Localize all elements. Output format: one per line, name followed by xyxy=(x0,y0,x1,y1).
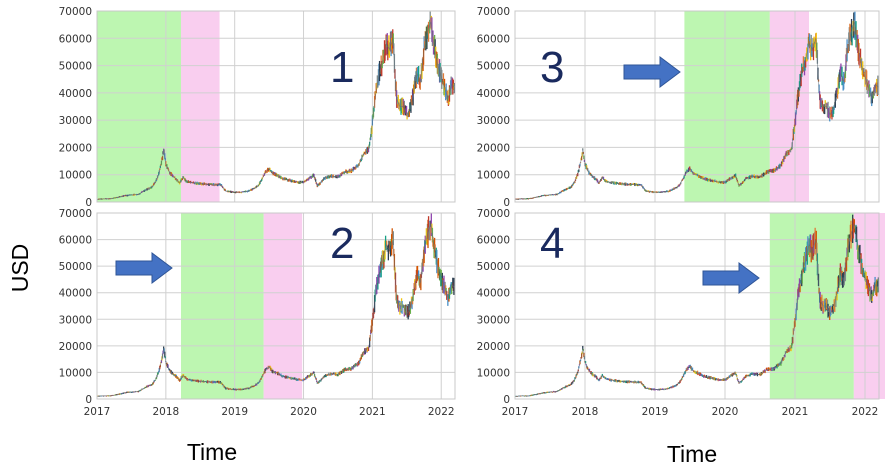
price-line xyxy=(515,223,879,397)
plot-frame xyxy=(96,212,456,400)
panel-number: 2 xyxy=(330,219,354,268)
training-window-band xyxy=(180,213,264,399)
y-tick-label: 0 xyxy=(85,197,92,209)
y-tick-label: 20000 xyxy=(59,142,92,154)
window-shift-arrow xyxy=(702,262,760,294)
y-tick-label: 40000 xyxy=(59,88,92,100)
window-shift-arrow xyxy=(115,252,173,284)
y-tick-label: 70000 xyxy=(477,6,510,18)
y-axis-title: USD xyxy=(7,244,33,293)
price-marks xyxy=(97,213,455,397)
training-window-band xyxy=(97,11,181,202)
x-tick-label: 2018 xyxy=(572,406,599,418)
y-tick-label: 70000 xyxy=(477,208,510,220)
y-tick-label: 50000 xyxy=(477,261,510,273)
x-tick-label: 2017 xyxy=(84,406,111,418)
y-tick-label: 60000 xyxy=(477,33,510,45)
test-window-band xyxy=(180,11,220,202)
plot-frame xyxy=(514,212,880,400)
y-tick-label: 30000 xyxy=(477,314,510,326)
training-window-band xyxy=(684,11,770,202)
y-tick-label: 50000 xyxy=(59,61,92,73)
x-tick-label: 2022 xyxy=(428,406,455,418)
y-tick-label: 10000 xyxy=(477,170,510,182)
test-window-band xyxy=(263,213,303,399)
price-line xyxy=(515,21,879,200)
price-line xyxy=(97,223,455,397)
x-axis-title-right: Time xyxy=(667,441,717,467)
window-shift-arrow xyxy=(623,56,681,88)
y-tick-label: 70000 xyxy=(59,6,92,18)
x-axis-title-left: Time xyxy=(187,439,237,465)
y-tick-label: 20000 xyxy=(477,341,510,353)
test-window-band xyxy=(769,11,809,202)
y-tick-label: 0 xyxy=(85,394,92,406)
price-marks xyxy=(515,214,879,397)
plot-frame xyxy=(514,10,880,203)
price-marks xyxy=(97,11,455,200)
y-tick-label: 10000 xyxy=(59,170,92,182)
panel-number: 1 xyxy=(330,43,354,92)
y-tick-label: 40000 xyxy=(59,288,92,300)
x-tick-label: 2020 xyxy=(712,406,739,418)
y-tick-label: 60000 xyxy=(477,235,510,247)
x-tick-label: 2021 xyxy=(782,406,809,418)
x-tick-label: 2021 xyxy=(359,406,386,418)
panel-number: 4 xyxy=(540,219,564,268)
x-tick-label: 2019 xyxy=(221,406,248,418)
x-tick-label: 2017 xyxy=(502,406,529,418)
y-tick-label: 50000 xyxy=(59,261,92,273)
chart-panel-4: 2017 2018 2019 2020 2021 2022 0 10000 20000 30000… xyxy=(477,208,885,418)
y-tick-label: 10000 xyxy=(477,367,510,379)
panels-group: 0100002000030000400005000060000700001201… xyxy=(59,6,885,418)
y-tick-label: 20000 xyxy=(477,142,510,154)
y-tick-label: 50000 xyxy=(477,61,510,73)
price-marks xyxy=(515,11,879,200)
chart-panel-3: 0 10000 20000 30000 40000 50000 60000 70000 3 xyxy=(477,6,880,209)
y-tick-label: 10000 xyxy=(59,367,92,379)
price-line xyxy=(97,21,455,200)
x-tick-label: 2022 xyxy=(852,406,879,418)
y-tick-label: 0 xyxy=(503,197,510,209)
y-tick-label: 70000 xyxy=(59,208,92,220)
y-tick-label: 0 xyxy=(503,394,510,406)
y-tick-label: 30000 xyxy=(59,314,92,326)
y-tick-label: 20000 xyxy=(59,341,92,353)
x-tick-label: 2020 xyxy=(290,406,317,418)
plot-frame xyxy=(96,10,456,203)
panel-number: 3 xyxy=(540,43,564,92)
y-tick-label: 40000 xyxy=(477,88,510,100)
y-tick-label: 40000 xyxy=(477,288,510,300)
chart-panel-1: 0 10000 20000 30000 40000 50000 60000 70000 1 xyxy=(59,6,456,209)
x-tick-label: 2019 xyxy=(642,406,669,418)
y-tick-label: 60000 xyxy=(59,235,92,247)
x-tick-label: 2018 xyxy=(152,406,179,418)
y-tick-label: 60000 xyxy=(59,33,92,45)
y-tick-label: 30000 xyxy=(59,115,92,127)
y-tick-label: 30000 xyxy=(477,115,510,127)
test-window-band xyxy=(853,213,885,399)
chart-panel-2: 2017 2018 2019 2020 2021 2022 0 10000 20000 30000… xyxy=(59,208,456,418)
